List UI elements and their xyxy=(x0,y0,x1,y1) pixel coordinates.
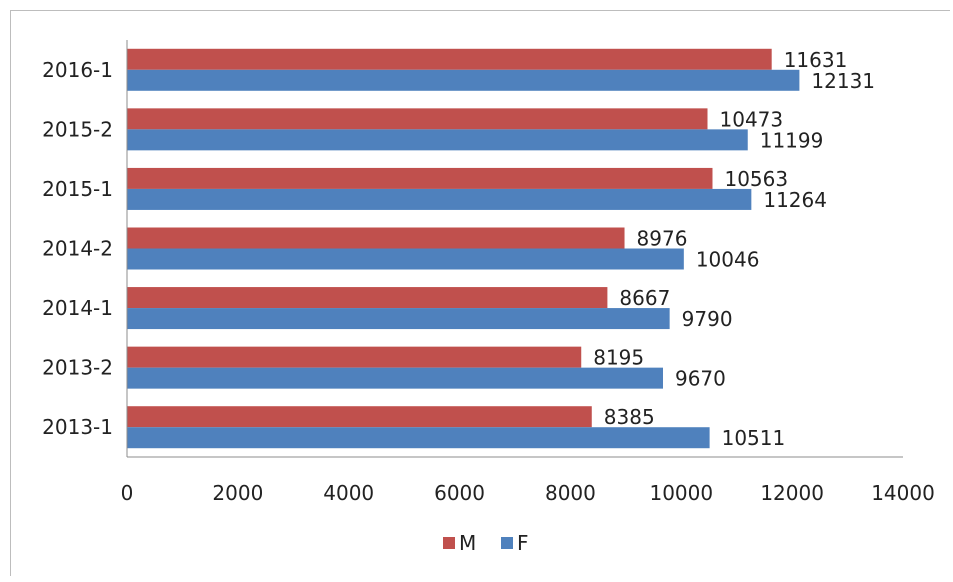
bars-group xyxy=(127,48,800,449)
bar-f xyxy=(127,427,710,449)
x-tick-label: 12000 xyxy=(760,481,824,505)
data-label: 12131 xyxy=(811,69,875,93)
bar-f xyxy=(127,129,748,151)
y-tick-label: 2016-1 xyxy=(42,58,113,82)
data-label: 8195 xyxy=(593,346,644,370)
data-label: 9790 xyxy=(682,307,733,331)
data-label: 8976 xyxy=(637,227,688,251)
x-tick-label: 4000 xyxy=(323,481,374,505)
y-axis-ticks: 2013-1 2013-2 2014-1 2014-2 2015-1 2015-2 2016… xyxy=(42,58,113,439)
x-tick-label: 8000 xyxy=(545,481,596,505)
y-tick-label: 2013-2 xyxy=(42,356,113,380)
x-tick-label: 0 xyxy=(121,481,134,505)
x-tick-label: 10000 xyxy=(649,481,713,505)
bar-f xyxy=(127,367,663,389)
data-label: 11631 xyxy=(784,48,848,72)
data-label: 11199 xyxy=(760,128,824,152)
x-axis-ticks: 0 2000 4000 6000 8000 10000 12000 14000 xyxy=(121,481,935,505)
y-tick-label: 2015-2 xyxy=(42,117,113,141)
data-label: 10511 xyxy=(722,426,786,450)
bar-f xyxy=(127,188,752,210)
data-labels-group: 8385105118195967086679790897610046105631… xyxy=(593,48,875,450)
bar-m xyxy=(127,48,772,70)
y-tick-label: 2014-2 xyxy=(42,237,113,261)
bar-m xyxy=(127,227,625,249)
bar-f xyxy=(127,248,684,270)
bar-m xyxy=(127,167,713,189)
data-label: 11264 xyxy=(763,188,827,212)
data-label: 10563 xyxy=(724,167,788,191)
bar-m xyxy=(127,346,582,368)
bar-m xyxy=(127,406,592,428)
legend-swatch-m xyxy=(443,537,455,549)
chart-frame xyxy=(10,10,950,576)
data-label: 10473 xyxy=(720,107,784,131)
data-label: 8667 xyxy=(619,286,670,310)
bar-m xyxy=(127,287,608,309)
data-label: 10046 xyxy=(696,248,760,272)
x-tick-label: 2000 xyxy=(212,481,263,505)
bar-f xyxy=(127,69,800,91)
legend-swatch-f xyxy=(501,537,513,549)
data-label: 9670 xyxy=(675,367,726,391)
bar-m xyxy=(127,108,708,130)
bar-f xyxy=(127,308,670,330)
legend-label-m: M xyxy=(459,531,476,555)
x-tick-label: 6000 xyxy=(434,481,485,505)
legend-label-f: F xyxy=(517,531,529,555)
y-tick-label: 2015-1 xyxy=(42,177,113,201)
x-tick-label: 14000 xyxy=(871,481,935,505)
data-label: 8385 xyxy=(604,405,655,429)
y-tick-label: 2014-1 xyxy=(42,296,113,320)
y-tick-label: 2013-1 xyxy=(42,415,113,439)
